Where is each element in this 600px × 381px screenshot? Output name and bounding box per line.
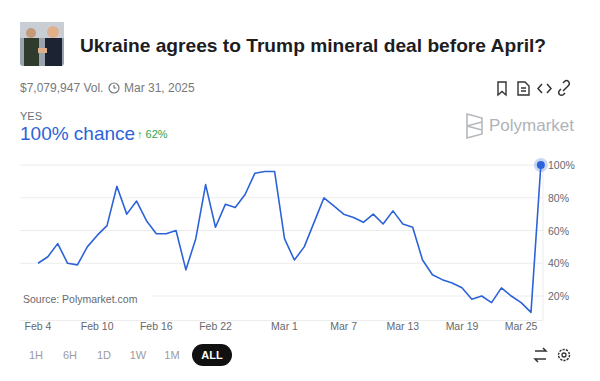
range-button[interactable]: ALL: [192, 344, 232, 366]
grid-line: [20, 230, 543, 231]
y-tick-label: 60%: [548, 225, 569, 237]
x-tick-label: Mar 13: [386, 320, 419, 332]
source-bg: [19, 290, 152, 308]
range-label[interactable]: 1D: [97, 349, 111, 361]
market-title: Ukraine agrees to Trump mineral deal bef…: [80, 35, 546, 56]
range-label[interactable]: 1H: [29, 349, 43, 361]
avatar-wall: [20, 22, 64, 38]
avatar-head-left: [26, 28, 36, 38]
embed-icon[interactable]: [538, 84, 551, 93]
chance: 100% chance: [20, 123, 135, 144]
avatar-handshake: [38, 48, 47, 53]
x-tick-label: Mar 7: [330, 320, 357, 332]
grid-line: [20, 165, 543, 166]
range-label[interactable]: 6H: [63, 349, 77, 361]
x-tick-label: Feb 16: [140, 320, 173, 332]
settings-icon[interactable]: [559, 350, 570, 361]
page: Ukraine agrees to Trump mineral deal bef…: [0, 0, 600, 381]
header-actions: [498, 81, 569, 96]
y-tick-label: 40%: [548, 257, 569, 269]
bookmark-icon[interactable]: [498, 82, 506, 95]
clock-icon: [109, 83, 119, 93]
range-button[interactable]: 1W: [130, 349, 147, 361]
avatar-person-left: [24, 38, 39, 66]
y-tick-label: 80%: [548, 192, 569, 204]
swap-icon[interactable]: [535, 348, 546, 362]
range-label[interactable]: ALL: [201, 349, 223, 361]
outcome-label: YES: [20, 110, 42, 122]
avatar-bg: [20, 22, 64, 66]
volume: $7,079,947 Vol.: [20, 81, 103, 95]
avatar-person-right: [45, 38, 62, 66]
x-tick-label: Feb 4: [25, 320, 52, 332]
range-button[interactable]: 1H: [29, 349, 43, 361]
change: ↑ 62%: [137, 128, 168, 140]
x-tick-label: Mar 25: [505, 320, 538, 332]
y-axis-line: [543, 165, 544, 321]
range-button[interactable]: 6H: [63, 349, 77, 361]
source-text: Source: Polymarket.com: [23, 293, 138, 305]
range-label[interactable]: 1M: [164, 349, 179, 361]
source-note: Source: Polymarket.com: [19, 290, 152, 308]
brand-logo: Polymarket: [467, 114, 574, 138]
y-tick-label: 20%: [548, 290, 569, 302]
range-selected-bg: [192, 344, 232, 366]
x-tick-label: Mar 19: [446, 320, 479, 332]
end-date: Mar 31, 2025: [124, 81, 195, 95]
endpoint-dot: [537, 161, 545, 169]
grid: [20, 165, 543, 296]
range-label[interactable]: 1W: [130, 349, 147, 361]
grid-line: [20, 197, 543, 198]
brand-name: Polymarket: [489, 116, 574, 135]
document-icon[interactable]: [518, 82, 529, 95]
range-button[interactable]: 1M: [164, 349, 179, 361]
range-button[interactable]: 1D: [97, 349, 111, 361]
market-avatar: [20, 22, 64, 66]
x-tick-label: Mar 1: [271, 320, 298, 332]
link-icon[interactable]: [559, 81, 570, 96]
avatar-head-right: [47, 26, 59, 38]
x-tick-label: Feb 10: [81, 320, 114, 332]
endpoint-halo: [534, 158, 548, 172]
x-tick-label: Feb 22: [199, 320, 232, 332]
plot-area: [38, 158, 548, 312]
grid-line: [20, 263, 543, 264]
y-tick-label: 100%: [548, 159, 575, 171]
